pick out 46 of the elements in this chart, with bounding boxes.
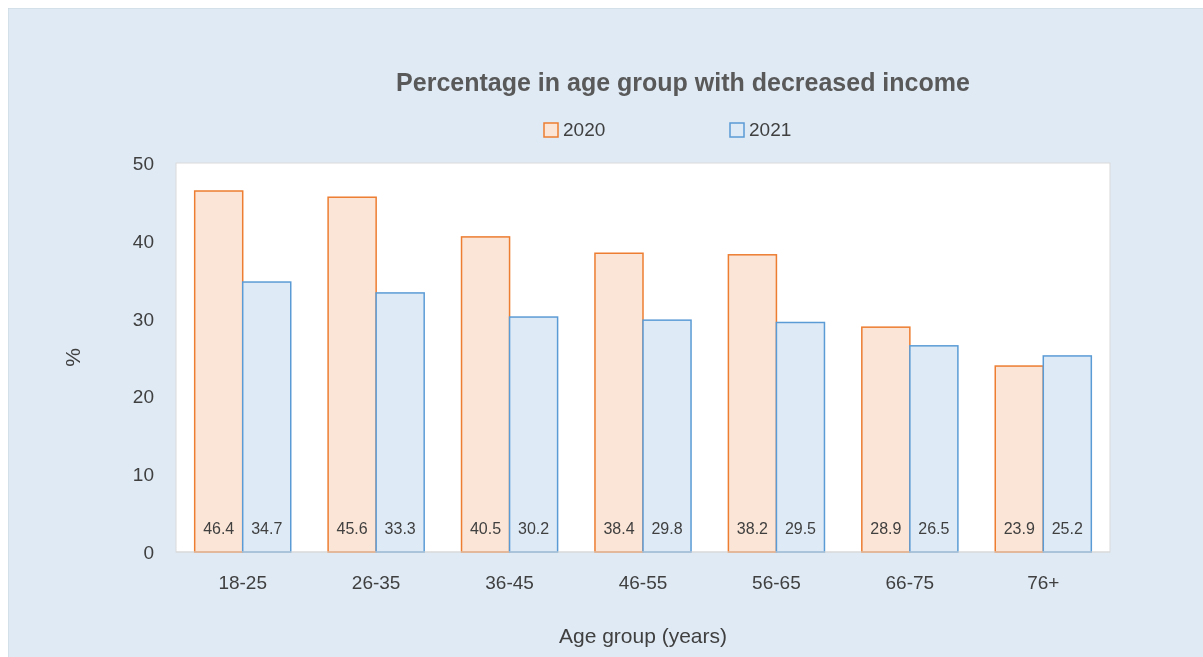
bar [1042, 355, 1093, 553]
data-label: 34.7 [251, 520, 283, 537]
bar [909, 345, 959, 553]
y-tick-label: 40 [132, 230, 154, 252]
x-tick-label: 76+ [1027, 572, 1060, 593]
bar [193, 190, 244, 553]
data-label: 38.2 [736, 520, 769, 537]
data-label: 45.6 [336, 520, 368, 537]
chart-title: Percentage in age group with decreased income [396, 68, 970, 96]
x-axis-title: Age group (years) [558, 624, 728, 647]
bar [327, 196, 377, 553]
data-label: 28.9 [870, 520, 902, 537]
y-axis-title: % [61, 348, 84, 367]
bar [994, 365, 1045, 553]
data-label: 29.5 [784, 520, 817, 537]
x-tick-label: 56-65 [752, 572, 801, 593]
y-tick-label: 50 [132, 153, 154, 174]
data-label: 46.4 [203, 520, 235, 537]
y-tick-label: 30 [132, 308, 154, 330]
bar [375, 292, 425, 553]
data-label: 23.9 [1003, 520, 1035, 537]
data-label: 25.2 [1051, 520, 1083, 537]
data-label: 33.3 [384, 520, 416, 537]
bar [508, 316, 559, 553]
x-tick-label: 46-55 [618, 572, 668, 593]
legend-label: 2020 [563, 119, 606, 140]
data-label: 30.2 [518, 520, 550, 537]
bar [241, 281, 292, 553]
x-tick-label: 36-45 [485, 572, 534, 593]
y-tick-label: 10 [132, 464, 154, 486]
y-tick-label: 20 [132, 386, 154, 408]
data-label: 40.5 [469, 520, 502, 537]
x-tick-label: 26-35 [351, 572, 401, 593]
bar [460, 236, 511, 553]
bar [727, 254, 778, 553]
x-tick-label: 18-25 [218, 572, 268, 593]
data-label: 38.4 [603, 520, 635, 537]
data-label: 26.5 [918, 520, 950, 537]
bar [861, 326, 911, 553]
legend-label: 2021 [749, 119, 792, 140]
data-label: 29.8 [651, 520, 683, 537]
y-tick-label: 0 [143, 542, 154, 563]
bar [775, 321, 826, 553]
bar [594, 252, 644, 553]
x-tick-label: 66-75 [885, 572, 935, 593]
bar [642, 319, 692, 553]
